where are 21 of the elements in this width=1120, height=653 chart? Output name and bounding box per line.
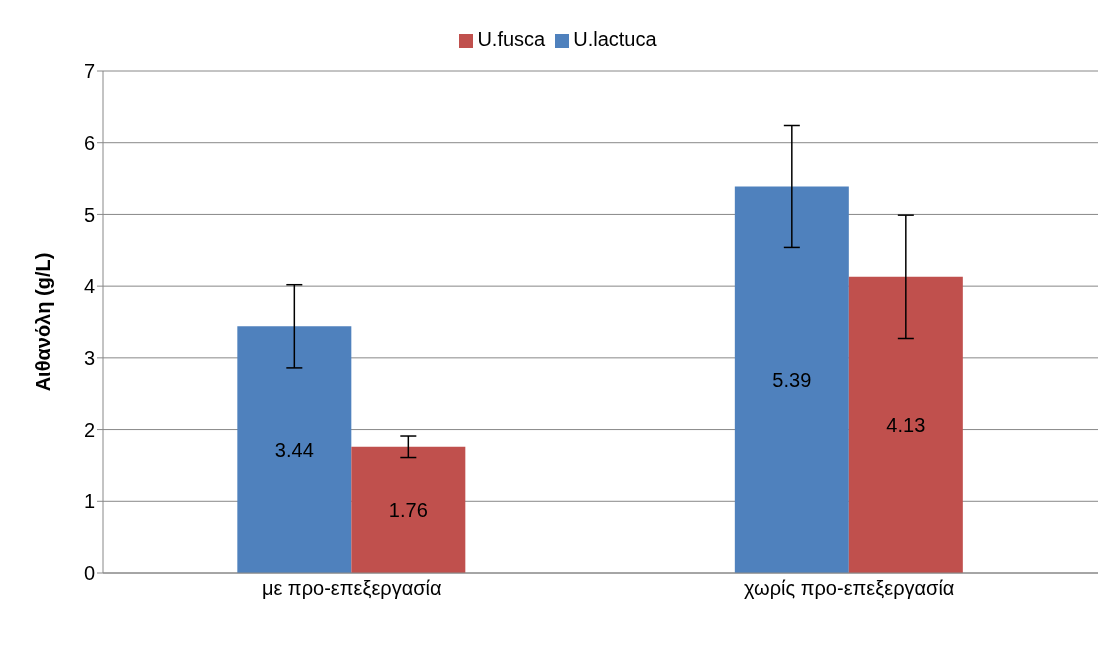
x-tick-label: με προ-επεξεργασία — [261, 577, 442, 600]
data-label: 5.39 — [772, 368, 812, 391]
data-label: 4.13 — [886, 414, 926, 437]
y-axis-title: Αιθανόλη (g/L) — [32, 252, 55, 392]
y-tick-label: 6 — [83, 131, 95, 154]
y-tick-label: 7 — [83, 60, 95, 83]
y-tick-label: 4 — [83, 275, 95, 298]
y-tick-label: 3 — [83, 346, 95, 369]
x-tick-label: χωρίς προ-επεξεργασία — [744, 577, 955, 600]
y-tick-label: 1 — [83, 490, 95, 513]
legend-label: U.lactuca — [573, 28, 657, 50]
data-label: 1.76 — [388, 498, 428, 521]
y-tick-label: 5 — [83, 203, 95, 226]
bar — [237, 326, 352, 573]
data-label: 3.44 — [274, 438, 314, 461]
y-tick-label: 0 — [83, 562, 95, 585]
y-tick-label: 2 — [83, 418, 95, 441]
legend-label: U.fusca — [477, 28, 546, 50]
bar — [734, 186, 849, 573]
bar — [848, 276, 963, 573]
bar — [351, 446, 466, 573]
